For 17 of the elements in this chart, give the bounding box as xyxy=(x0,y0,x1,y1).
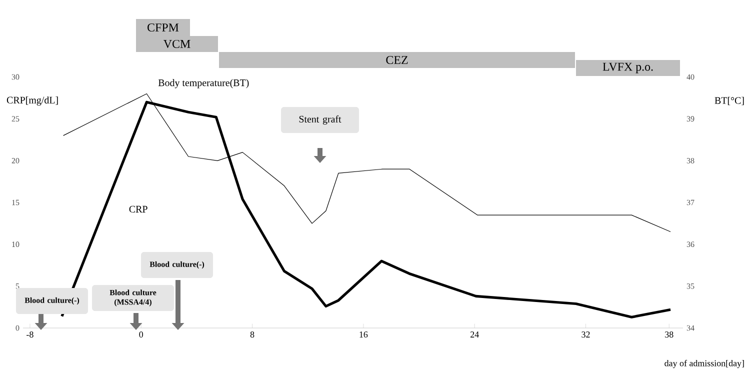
x-tick-label: 16 xyxy=(360,332,368,338)
x-tick-label: 8 xyxy=(250,332,254,338)
y-axis-title: CRP[mg/dL] xyxy=(6,96,58,106)
text: CEZ xyxy=(386,56,408,64)
y2-axis-title: BT[°C] xyxy=(714,96,744,106)
x-axis-title: day of admission[day] xyxy=(664,360,744,368)
x-tick-label: 32 xyxy=(582,332,590,338)
text: CRP xyxy=(129,206,148,213)
x-tick-label: 24 xyxy=(470,332,479,338)
text: LVFX p.o. xyxy=(602,62,653,74)
text: CFPM xyxy=(148,23,179,32)
x-tick-label: -8 xyxy=(26,332,34,338)
series-label: Body temperature(BT) xyxy=(158,79,249,88)
x-tick-label: 38 xyxy=(665,332,674,338)
x-tick-label: 0 xyxy=(139,332,144,338)
annotation: Stent graft xyxy=(299,115,342,125)
text: VCM xyxy=(164,40,190,48)
